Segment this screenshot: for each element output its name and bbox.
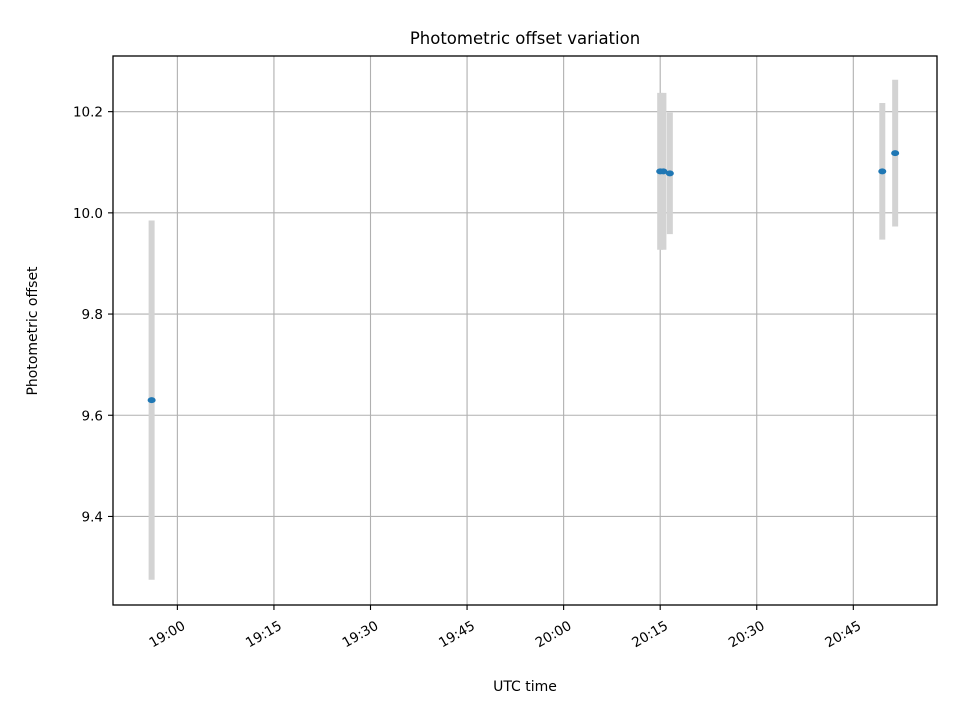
data-point	[665, 170, 674, 177]
chart-title: Photometric offset variation	[410, 29, 640, 48]
x-tick-label: 20:45	[822, 618, 864, 651]
x-tick-label: 19:00	[146, 618, 188, 651]
x-tick-label: 19:30	[340, 618, 382, 651]
data-point	[659, 168, 668, 175]
data-point	[147, 397, 156, 404]
data-points	[147, 150, 900, 404]
x-tick-label: 20:30	[726, 618, 768, 651]
x-tick-label: 20:00	[533, 618, 575, 651]
ticks: 19:00 19:15 19:30 19:45 20:00 20:15 20:30 20:45…	[73, 105, 864, 652]
y-tick-label: 10.0	[73, 206, 103, 222]
y-axis-label: Photometric offset	[25, 266, 41, 396]
x-axis-label: UTC time	[493, 679, 557, 695]
plot-frame	[112, 55, 938, 606]
x-tick-label: 19:45	[436, 618, 478, 651]
y-tick-label: 9.4	[82, 509, 103, 525]
x-tick-label: 19:15	[243, 618, 285, 651]
y-tick-label: 9.8	[82, 307, 103, 323]
error-bars	[148, 79, 899, 580]
data-point	[891, 150, 900, 157]
data-point	[878, 168, 887, 175]
y-tick-label: 10.2	[73, 105, 103, 121]
x-tick-label: 20:15	[629, 618, 671, 651]
grid	[113, 56, 937, 605]
y-tick-label: 9.6	[82, 408, 103, 424]
